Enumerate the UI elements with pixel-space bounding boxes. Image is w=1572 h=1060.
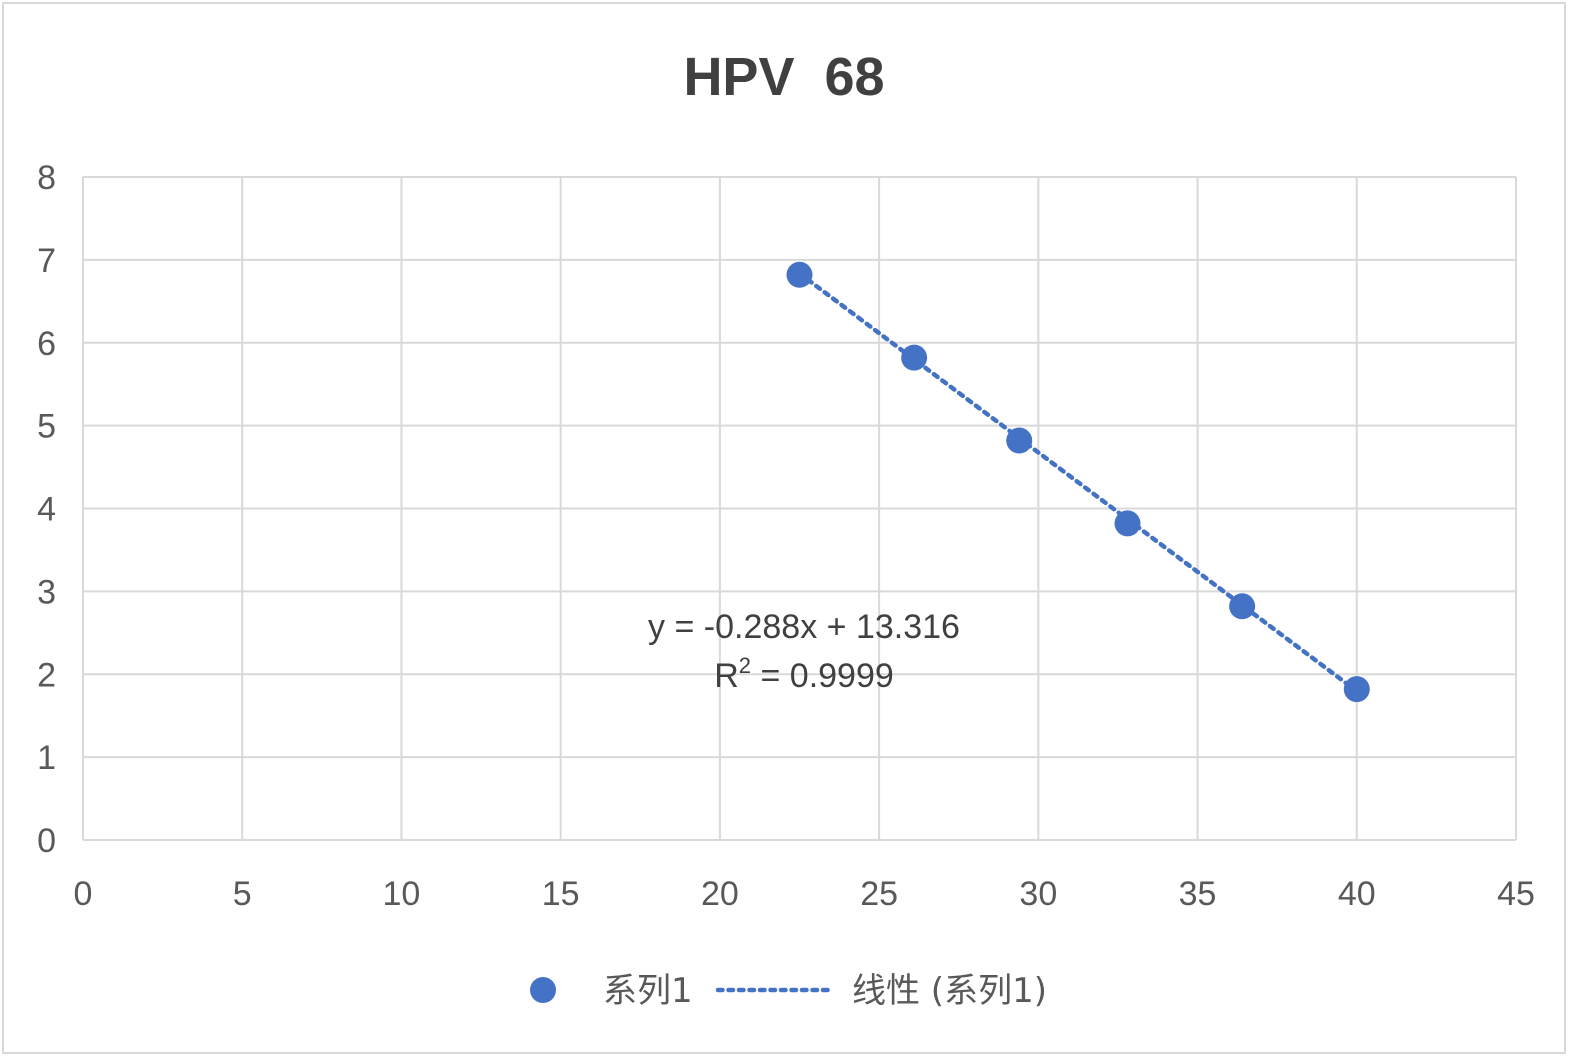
- r-squared-superscript: 2: [739, 653, 751, 678]
- x-tick-label: 35: [1179, 875, 1217, 913]
- x-tick-label: 20: [701, 875, 739, 913]
- legend: 系列1 线性 (系列1): [530, 971, 1047, 1011]
- data-point: [1006, 427, 1033, 454]
- trendline-layer: [797, 271, 1360, 694]
- y-axis-ticks: 0 1 2 3 4 5 6 7 8: [37, 159, 56, 860]
- x-axis-ticks: 0 5 10 15 20 25 30 35 40 45: [74, 875, 1535, 913]
- y-tick-label: 4: [37, 491, 56, 529]
- data-point: [1114, 510, 1141, 537]
- x-tick-label: 30: [1019, 875, 1057, 913]
- x-tick-label: 45: [1497, 875, 1535, 913]
- grid-lines: [82, 176, 1517, 841]
- legend-label-series: 系列1: [603, 971, 693, 1011]
- r-squared-prefix: R: [714, 657, 739, 695]
- trendline-equation: y = -0.288x + 13.316: [648, 608, 960, 646]
- data-points: [786, 261, 1370, 703]
- x-tick-label: 10: [383, 875, 421, 913]
- r-squared-value: = 0.9999: [751, 657, 894, 695]
- legend-label-trendline: 线性 (系列1): [852, 971, 1047, 1011]
- x-tick-label: 0: [74, 875, 93, 913]
- y-tick-label: 7: [37, 242, 56, 280]
- trendline: [797, 271, 1360, 694]
- y-tick-label: 6: [37, 325, 56, 363]
- y-tick-label: 2: [37, 656, 56, 694]
- trendline-r-squared: R2 = 0.9999: [714, 653, 894, 695]
- x-tick-label: 40: [1338, 875, 1376, 913]
- x-tick-label: 15: [542, 875, 580, 913]
- data-point: [1229, 593, 1256, 620]
- data-point: [901, 344, 928, 371]
- x-tick-label: 5: [233, 875, 252, 913]
- y-tick-label: 1: [37, 739, 56, 777]
- x-tick-label: 25: [860, 875, 898, 913]
- chart-title: HPV 68: [683, 47, 884, 107]
- legend-marker-series: [530, 977, 556, 1003]
- data-point: [1343, 676, 1370, 703]
- y-tick-label: 0: [37, 822, 56, 860]
- y-tick-label: 8: [37, 159, 56, 197]
- data-point: [786, 261, 813, 288]
- y-tick-label: 5: [37, 408, 56, 446]
- y-tick-label: 3: [37, 573, 56, 611]
